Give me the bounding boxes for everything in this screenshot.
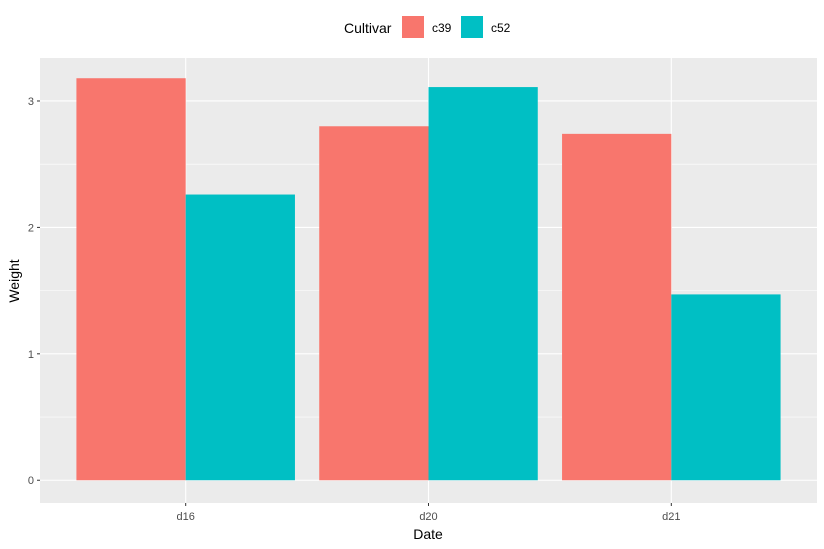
- y-tick-label: 0: [28, 475, 34, 487]
- x-tick-label: d21: [662, 511, 680, 523]
- bar-c52-d21: [671, 294, 781, 481]
- legend-label-c39: c39: [432, 21, 452, 35]
- legend-label-c52: c52: [491, 21, 511, 35]
- x-tick-label: d16: [177, 511, 195, 523]
- bar-c39-d20: [319, 126, 429, 481]
- legend: Cultivar c39 c52: [344, 16, 511, 38]
- y-tick-label: 1: [28, 349, 34, 361]
- bar-c39-d16: [76, 78, 186, 481]
- bar-c52-d16: [185, 194, 295, 481]
- bar-c39-d21: [562, 133, 672, 481]
- bars: [76, 78, 781, 481]
- x-tick-label: d20: [419, 511, 437, 523]
- y-axis-title: Weight: [6, 259, 22, 302]
- y-tick-label: 2: [28, 222, 34, 234]
- bar-c52-d20: [428, 87, 538, 481]
- y-tick-label: 3: [28, 96, 34, 108]
- y-axis-ticks: 0 1 2 3: [28, 96, 40, 487]
- x-axis-title: Date: [413, 526, 443, 542]
- legend-key-c52: [461, 16, 483, 38]
- x-axis-ticks: d16 d20 d21: [177, 503, 680, 523]
- legend-title: Cultivar: [344, 20, 392, 36]
- legend-key-c39: [402, 16, 424, 38]
